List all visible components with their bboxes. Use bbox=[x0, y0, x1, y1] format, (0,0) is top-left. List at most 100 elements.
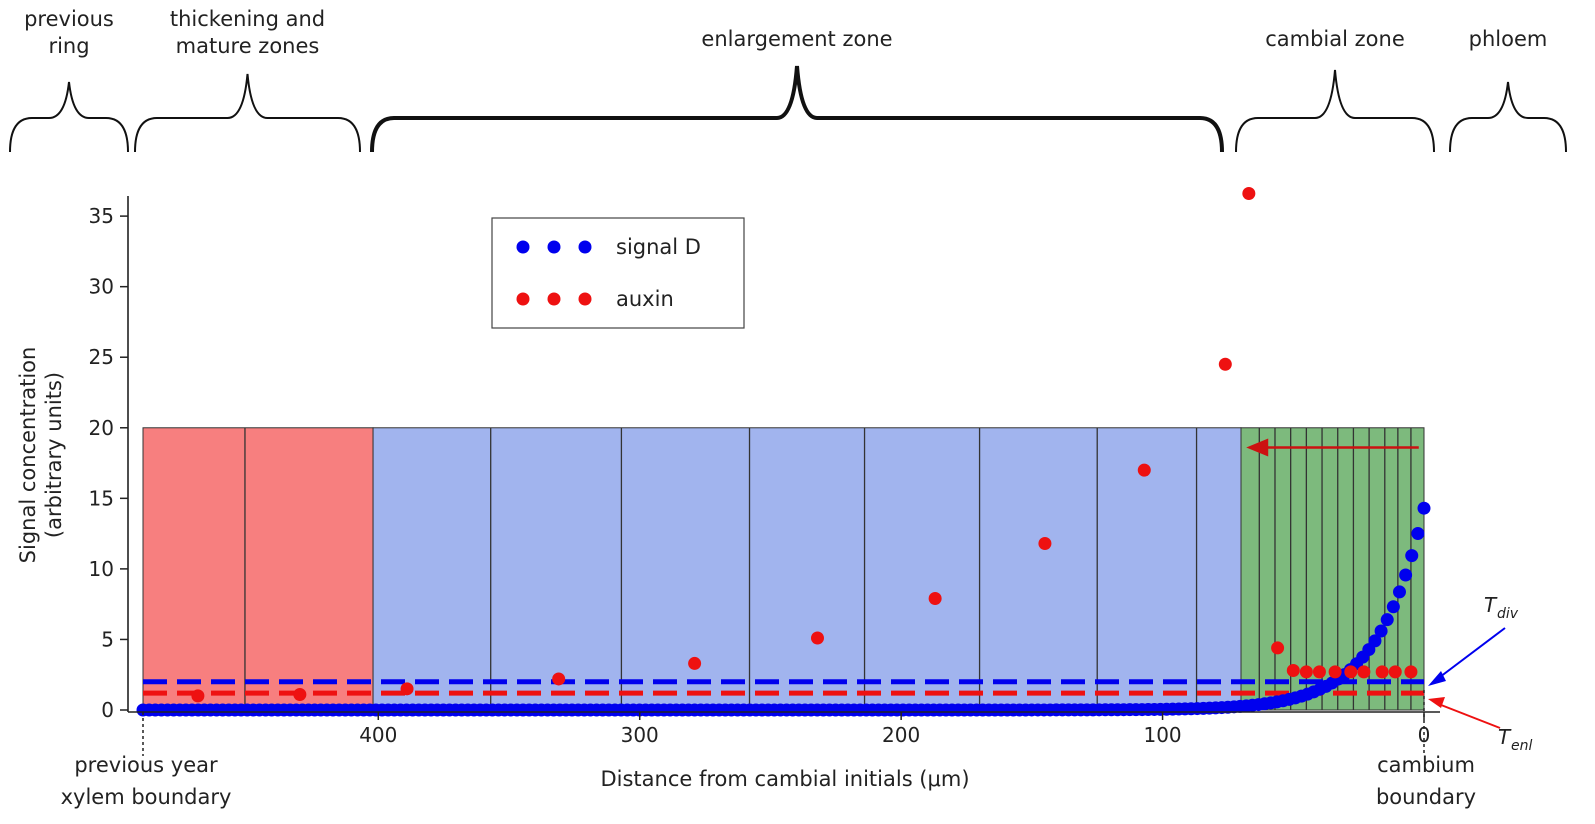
auxin-point bbox=[928, 592, 942, 606]
zone-brace bbox=[370, 65, 1224, 153]
threshold-label-enl-sub: enl bbox=[1511, 738, 1532, 754]
zone-brace bbox=[134, 73, 361, 153]
legend-marker-auxin bbox=[547, 292, 561, 306]
legend-entry-signal-d: signal D bbox=[516, 235, 701, 259]
zone-label: cambial zone bbox=[1265, 27, 1405, 51]
zone-label: ring bbox=[48, 34, 89, 58]
auxin-series bbox=[191, 187, 1418, 703]
y-ticks: 0 5 10 15 20 25 30 35 bbox=[89, 204, 128, 722]
threshold-label-enl: T enl bbox=[1428, 697, 1532, 754]
axes bbox=[127, 196, 1440, 713]
threshold-label-div-sub: div bbox=[1497, 606, 1519, 622]
signal-d-series bbox=[136, 501, 1431, 717]
zone-label: mature zones bbox=[176, 34, 320, 58]
signal-d-point bbox=[1417, 501, 1431, 515]
legend-marker-auxin bbox=[516, 292, 530, 306]
right-boundary-annotation: cambium boundary bbox=[1376, 753, 1476, 809]
y-tick-label: 10 bbox=[89, 557, 114, 581]
signal-d-point bbox=[1368, 634, 1382, 648]
auxin-point bbox=[1286, 663, 1300, 677]
migration-arrow-head bbox=[1246, 438, 1269, 457]
legend-label-auxin: auxin bbox=[616, 287, 674, 311]
threshold-label-div-main: T bbox=[1484, 593, 1498, 617]
x-ticks: 400 300 200 100 0 bbox=[359, 712, 1430, 747]
legend-marker-signal-d bbox=[578, 240, 592, 254]
x-tick-label: 300 bbox=[621, 723, 659, 747]
boundary-markers bbox=[142, 690, 1425, 756]
zone-brace bbox=[9, 81, 129, 153]
threshold-enl-pointer bbox=[1435, 702, 1501, 729]
y-axis-label: Signal concentration (arbitrary units) bbox=[16, 347, 66, 564]
legend-entry-auxin: auxin bbox=[516, 287, 674, 311]
threshold-label-div: T div bbox=[1428, 593, 1519, 686]
signal-d-point bbox=[1411, 527, 1425, 541]
legend-box bbox=[491, 217, 745, 329]
y-tick-label: 20 bbox=[89, 416, 114, 440]
zone-label: thickening and bbox=[170, 7, 325, 31]
threshold-lines bbox=[143, 679, 1424, 696]
zone-label: phloem bbox=[1469, 27, 1548, 51]
signal-d-point bbox=[1386, 600, 1400, 614]
band-mature bbox=[142, 427, 374, 711]
auxin-point bbox=[293, 687, 307, 701]
auxin-point bbox=[1375, 665, 1389, 679]
auxin-point bbox=[1388, 665, 1402, 679]
auxin-point bbox=[400, 682, 414, 696]
cell-bands bbox=[142, 427, 1425, 711]
auxin-point bbox=[1404, 665, 1418, 679]
zone-label: enlargement zone bbox=[701, 27, 892, 51]
zone-brace bbox=[1235, 69, 1435, 153]
auxin-point bbox=[1137, 463, 1151, 477]
y-tick-label: 15 bbox=[89, 486, 114, 510]
legend: signal D auxin bbox=[491, 217, 745, 329]
auxin-point bbox=[1038, 536, 1052, 550]
x-tick-label: 100 bbox=[1143, 723, 1181, 747]
y-tick-label: 25 bbox=[89, 345, 114, 369]
auxin-point bbox=[1312, 665, 1326, 679]
x-tick-label: 200 bbox=[882, 723, 920, 747]
auxin-point bbox=[1218, 357, 1232, 371]
auxin-point bbox=[1271, 641, 1285, 655]
signal-d-point bbox=[1374, 624, 1388, 638]
legend-marker-signal-d bbox=[547, 240, 561, 254]
migration-arrow bbox=[1246, 438, 1419, 457]
x-tick-label: 0 bbox=[1418, 723, 1431, 747]
left-boundary-label-line-1: previous year bbox=[74, 753, 218, 777]
zone-label: previous bbox=[24, 7, 114, 31]
signal-d-point bbox=[1399, 568, 1413, 582]
auxin-point bbox=[552, 672, 566, 686]
left-boundary-annotation: previous year xylem boundary bbox=[61, 753, 232, 809]
signal-d-point bbox=[1405, 549, 1419, 563]
y-tick-label: 35 bbox=[89, 204, 114, 228]
auxin-point bbox=[1328, 665, 1342, 679]
auxin-point bbox=[688, 656, 702, 670]
left-boundary-label-line-2: xylem boundary bbox=[61, 785, 232, 809]
y-axis-label-line-1: Signal concentration bbox=[16, 347, 40, 564]
x-axis-label: Distance from cambial initials (μm) bbox=[600, 767, 969, 791]
auxin-point bbox=[1344, 665, 1358, 679]
legend-label-signal-d: signal D bbox=[616, 235, 701, 259]
auxin-point bbox=[810, 631, 824, 645]
legend-marker-signal-d bbox=[516, 240, 530, 254]
y-tick-label: 30 bbox=[89, 275, 114, 299]
threshold-enl-arrowhead bbox=[1428, 697, 1445, 708]
signal-d-point bbox=[1392, 585, 1406, 599]
right-boundary-label-line-2: boundary bbox=[1376, 785, 1476, 809]
auxin-point bbox=[1357, 665, 1371, 679]
auxin-point bbox=[1299, 665, 1313, 679]
band-enlargement bbox=[372, 427, 1242, 711]
right-boundary-label-line-1: cambium bbox=[1377, 753, 1475, 777]
zone-brace bbox=[1449, 81, 1567, 153]
band-cambial bbox=[1240, 427, 1425, 711]
y-axis-label-line-2: (arbitrary units) bbox=[42, 372, 66, 538]
x-tick-label: 400 bbox=[359, 723, 397, 747]
auxin-point bbox=[191, 689, 205, 703]
signal-d-point bbox=[1380, 613, 1394, 627]
threshold-div-pointer bbox=[1435, 627, 1506, 681]
legend-marker-auxin bbox=[578, 292, 592, 306]
auxin-point bbox=[1242, 187, 1256, 201]
threshold-label-enl-main: T bbox=[1498, 725, 1512, 749]
threshold-div-arrowhead bbox=[1428, 671, 1446, 686]
y-tick-label: 0 bbox=[101, 698, 114, 722]
